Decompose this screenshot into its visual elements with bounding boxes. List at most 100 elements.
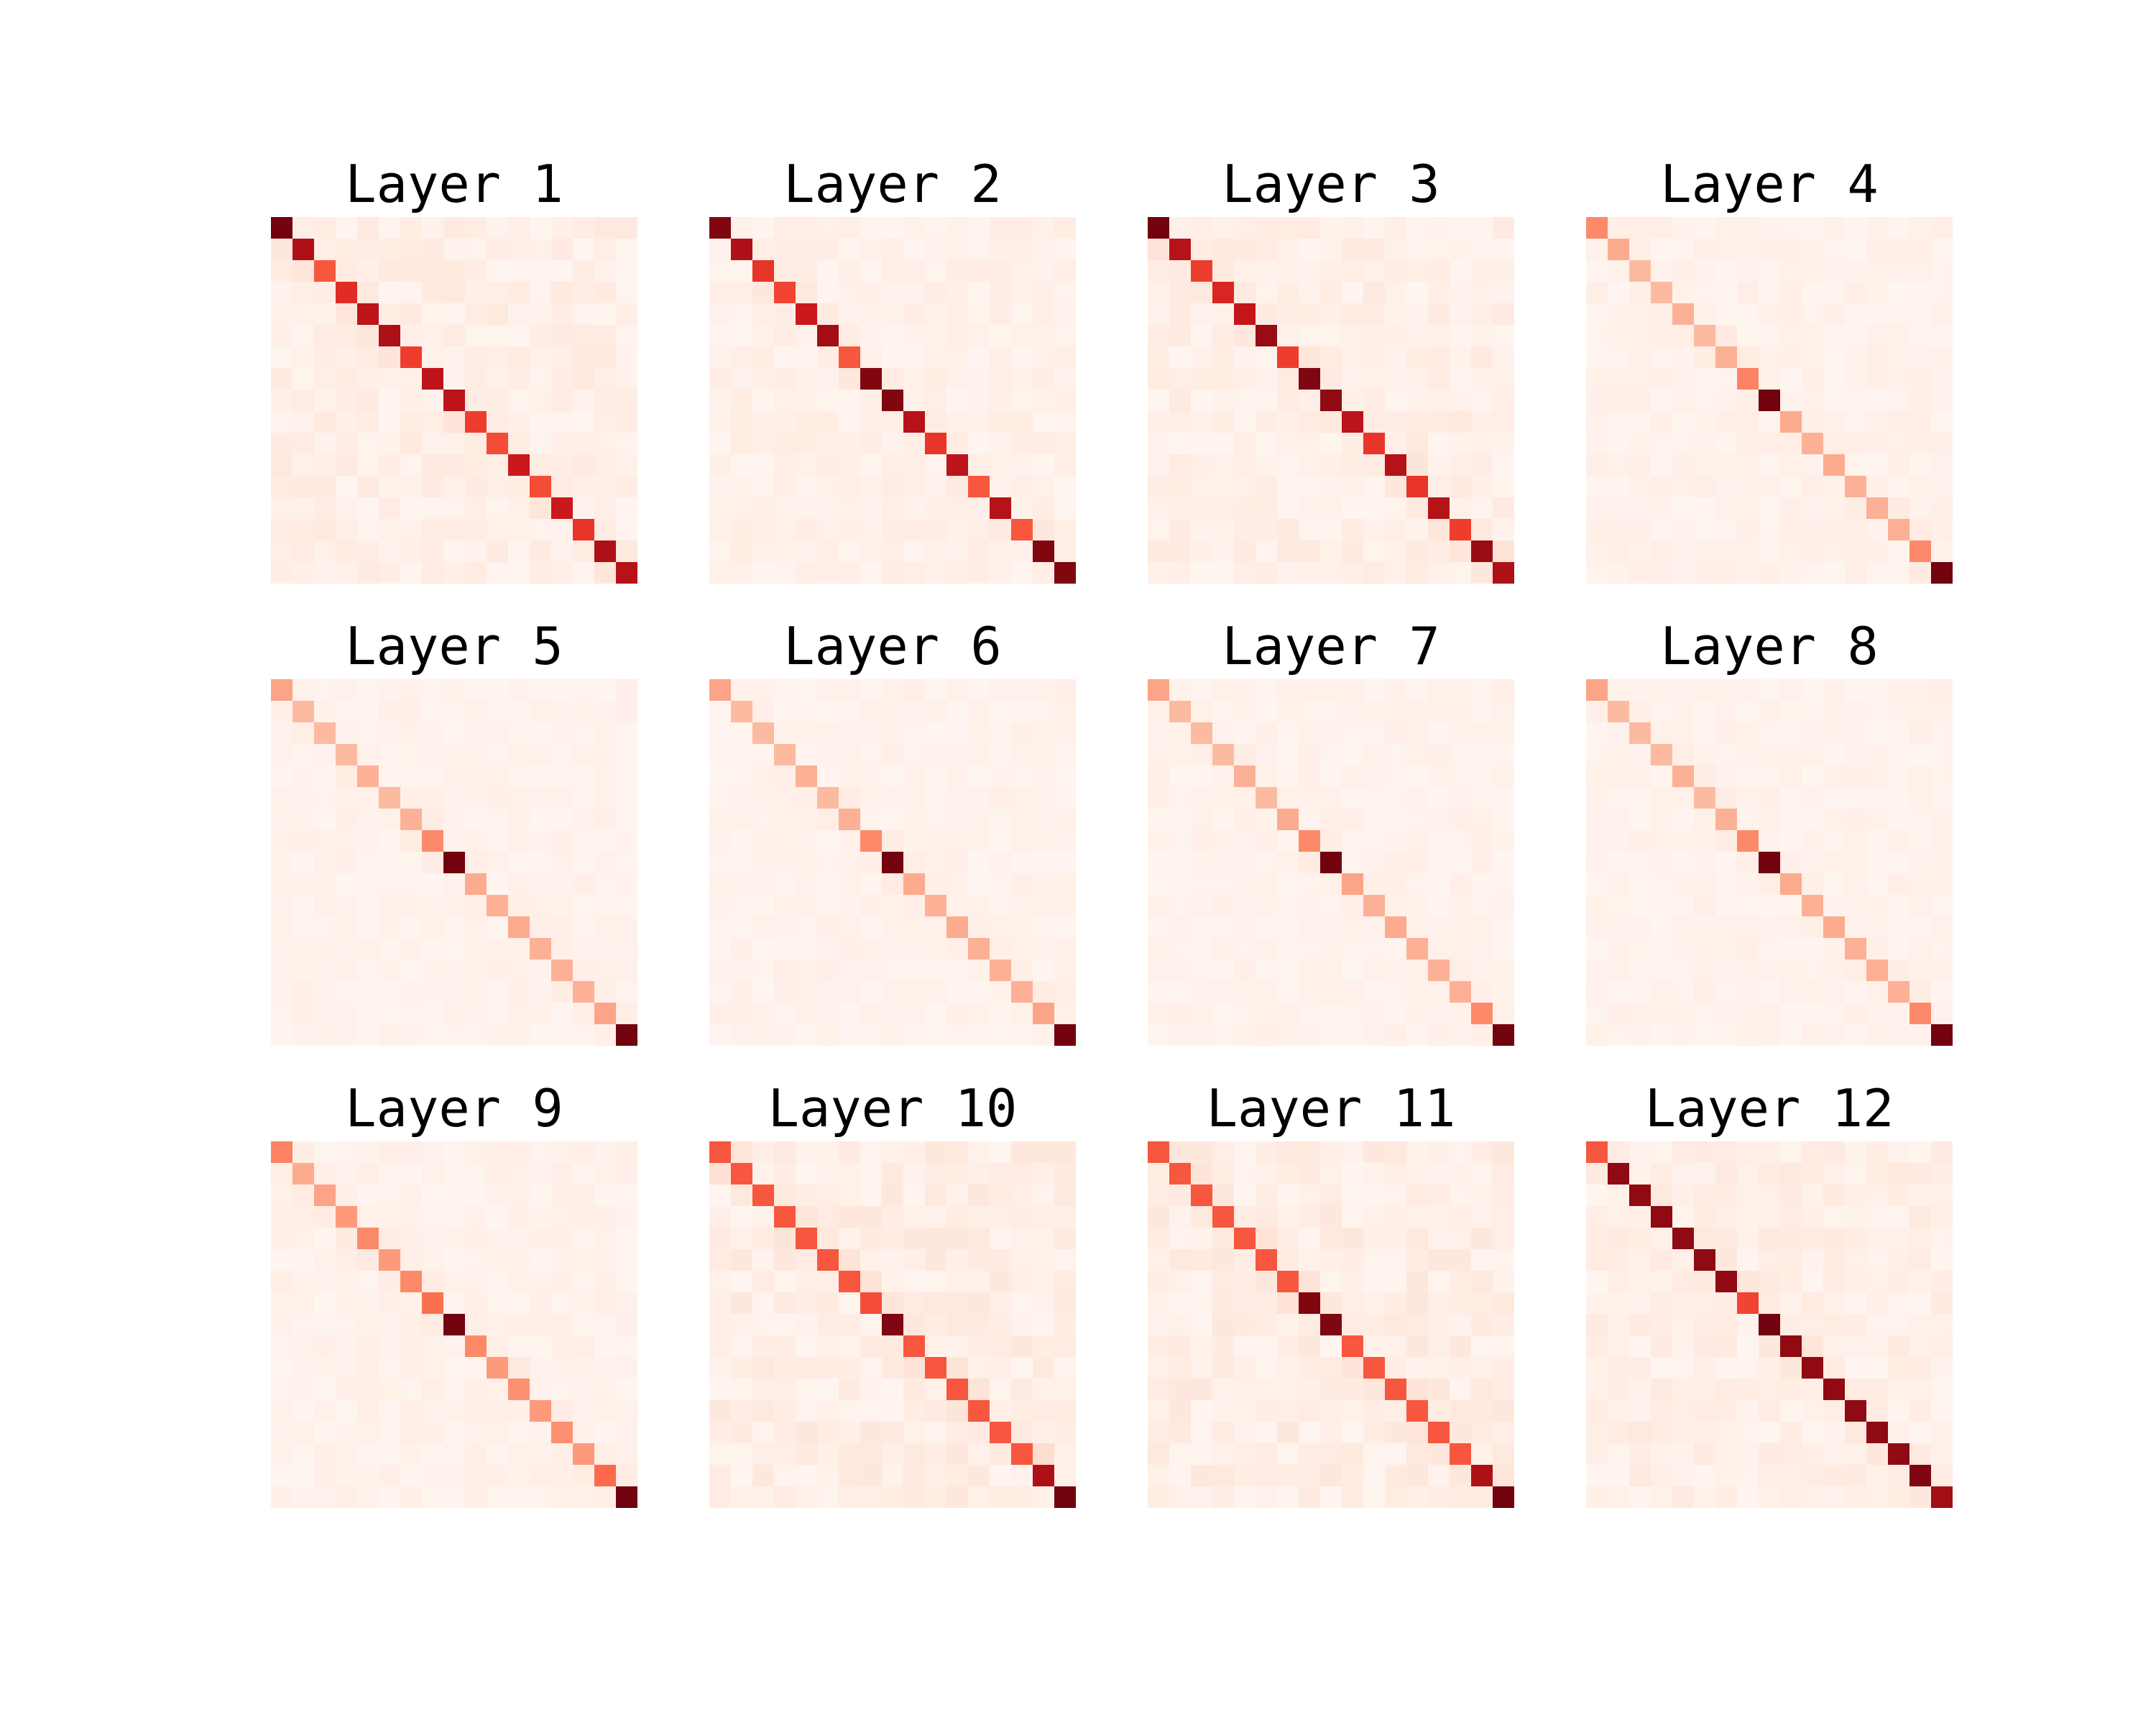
heatmap-cell [1406, 1443, 1429, 1466]
heatmap-cell [1694, 852, 1716, 874]
heatmap-cell [616, 1357, 637, 1379]
heatmap-cell [1277, 239, 1299, 261]
heatmap-cell [946, 809, 969, 831]
heatmap-cell [1212, 916, 1235, 939]
heatmap-cell [1866, 938, 1889, 960]
heatmap-diagonal-cell [1342, 411, 1364, 433]
heatmap-cell [1299, 411, 1321, 433]
heatmap-cell [882, 938, 904, 960]
heatmap-diagonal-cell [1054, 562, 1076, 584]
heatmap-cell [1450, 260, 1472, 282]
heatmap-cell [1823, 368, 1846, 390]
heatmap-cell [1802, 960, 1824, 982]
heatmap-diagonal-cell [292, 1163, 315, 1185]
heatmap-cell [1802, 1228, 1824, 1250]
heatmap-diagonal-cell [1866, 497, 1889, 520]
heatmap-cell [1148, 497, 1170, 520]
heatmap-cell [817, 701, 839, 723]
heatmap-cell [422, 325, 444, 347]
heatmap-diagonal-cell [1011, 981, 1033, 1003]
heatmap-cell [1651, 701, 1673, 723]
heatmap-cell [1299, 960, 1321, 982]
heatmap-cell [1363, 1486, 1386, 1508]
heatmap-cell [860, 981, 883, 1003]
heatmap-cell [1823, 260, 1846, 282]
heatmap-cell [1363, 282, 1386, 304]
heatmap-cell [1471, 852, 1493, 874]
heatmap-cell [271, 454, 293, 477]
heatmap-diagonal-cell [551, 960, 573, 982]
heatmap-cell [1428, 679, 1450, 702]
heatmap-cell [1277, 1465, 1299, 1487]
heatmap-cell [731, 1184, 753, 1207]
heatmap-cell [774, 1422, 796, 1444]
heatmap-cell [1931, 282, 1953, 304]
heatmap-diagonal-cell [1011, 1443, 1033, 1466]
heatmap-cell [422, 1335, 444, 1358]
heatmap-cell [860, 390, 883, 412]
heatmap-cell [1191, 476, 1213, 498]
heatmap-cell [1737, 916, 1759, 939]
heatmap-cell [1608, 1357, 1630, 1379]
heatmap-cell [422, 217, 444, 239]
heatmap-cell [1033, 809, 1055, 831]
heatmap-cell [1471, 981, 1493, 1003]
heatmap-cell [1212, 1249, 1235, 1271]
heatmap-cell [1256, 303, 1278, 326]
heatmap-cell [731, 1314, 753, 1336]
heatmap-cell [882, 1003, 904, 1025]
heatmap-cell [1802, 873, 1824, 896]
heatmap-cell [1169, 260, 1192, 282]
heatmap-cell [1148, 260, 1170, 282]
heatmap-cell [968, 239, 990, 261]
heatmap-cell [1033, 1249, 1055, 1271]
heatmap-cell [925, 1465, 947, 1487]
heatmap-cell [271, 830, 293, 852]
heatmap-cell [817, 830, 839, 852]
heatmap-cell [616, 1163, 637, 1185]
heatmap-cell [839, 303, 861, 326]
heatmap-cell [774, 1335, 796, 1358]
heatmap-cell [271, 960, 293, 982]
heatmap-cell [839, 239, 861, 261]
heatmap-cell [1608, 1465, 1630, 1487]
heatmap-cell [860, 1335, 883, 1358]
heatmap-cell [1802, 368, 1824, 390]
heatmap-cell [1011, 1335, 1033, 1358]
heatmap-cell [1888, 282, 1910, 304]
heatmap-cell [1802, 1249, 1824, 1271]
heatmap-cell [1672, 476, 1695, 498]
heatmap-cell [1737, 433, 1759, 455]
heatmap-cell [903, 217, 926, 239]
heatmap-cell [551, 1292, 573, 1315]
heatmap-cell [1823, 744, 1846, 766]
heatmap-cell [1299, 260, 1321, 282]
heatmap-cell [796, 1335, 818, 1358]
heatmap-cell [1299, 722, 1321, 745]
heatmap-cell [357, 744, 379, 766]
heatmap-cell [1256, 519, 1278, 541]
heatmap-cell [1148, 1271, 1170, 1293]
heatmap-cell [860, 562, 883, 584]
heatmap-cell [508, 1465, 530, 1487]
heatmap-cell [551, 895, 573, 917]
heatmap-cell [1909, 562, 1932, 584]
heatmap-cell [271, 1465, 293, 1487]
heatmap-cell [990, 765, 1012, 788]
heatmap-cell [968, 895, 990, 917]
heatmap-cell [860, 895, 883, 917]
heatmap-cell [616, 1249, 637, 1271]
heatmap-cell [1234, 960, 1256, 982]
heatmap-cell [968, 1379, 990, 1401]
heatmap-cell [990, 701, 1012, 723]
heatmap-cell [1845, 282, 1867, 304]
heatmap-cell [1299, 852, 1321, 874]
heatmap-cell [465, 744, 487, 766]
heatmap-cell [1277, 1422, 1299, 1444]
heatmap-cell [752, 454, 775, 477]
heatmap-cell [314, 1486, 336, 1508]
heatmap-cell [1909, 1335, 1932, 1358]
heatmap-cell [1256, 1465, 1278, 1487]
heatmap-cell [1148, 282, 1170, 304]
heatmap-cell [1011, 454, 1033, 477]
